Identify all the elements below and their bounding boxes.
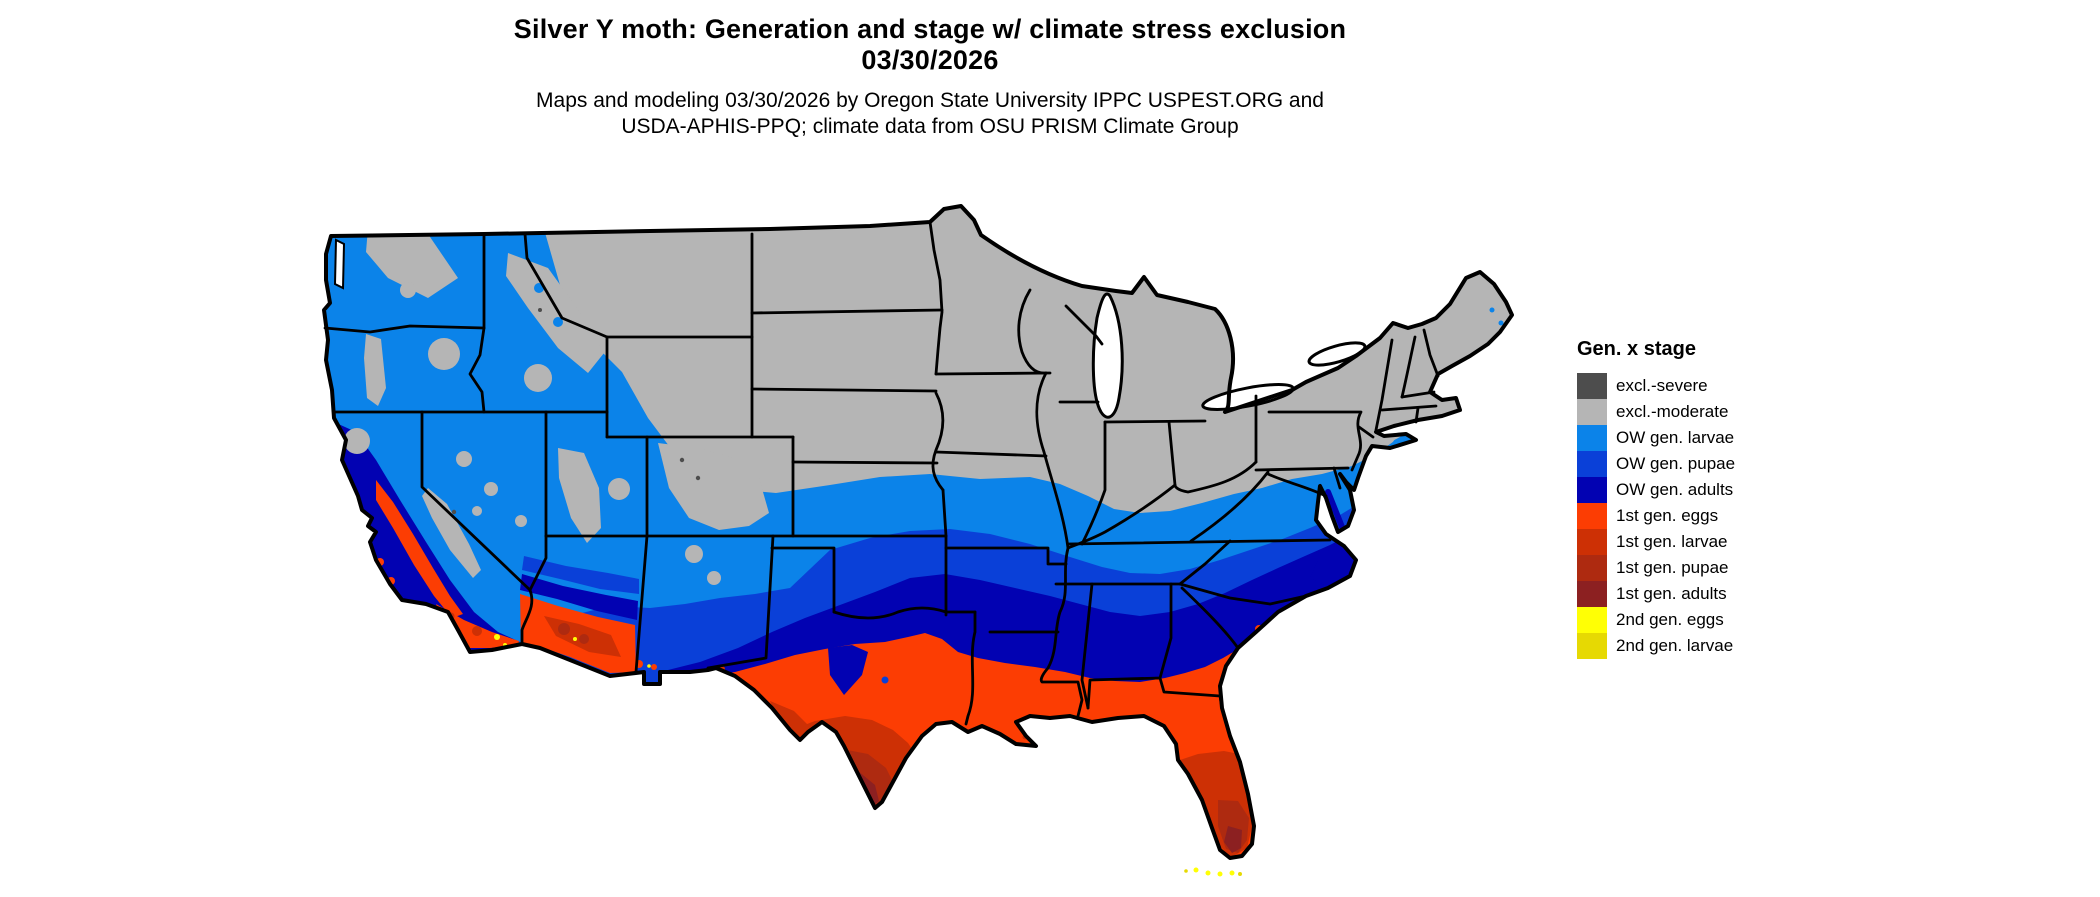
- legend-item: excl.-moderate: [1577, 399, 1877, 425]
- legend-label: excl.-moderate: [1616, 402, 1729, 421]
- legend-color-swatch: [1577, 555, 1607, 581]
- legend-label: 1st gen. eggs: [1616, 506, 1719, 525]
- region-nm-bootheel-eggs: [651, 664, 657, 670]
- legend-label: 2nd gen. eggs: [1616, 610, 1724, 629]
- header: Silver Y moth: Generation and stage w/ c…: [0, 14, 1860, 140]
- map-title-date: 03/30/2026: [861, 45, 999, 75]
- florida-keys-2nd-gen: [1184, 867, 1242, 877]
- legend-item: OW gen. adults: [1577, 477, 1877, 503]
- us-outline: [322, 204, 1514, 860]
- legend-item: 2nd gen. eggs: [1577, 607, 1877, 633]
- puget-sound: [333, 238, 346, 290]
- map-subtitle-line1: Maps and modeling 03/30/2026 by Oregon S…: [536, 89, 1324, 112]
- legend-color-swatch: [1577, 451, 1607, 477]
- legend: Gen. x stage excl.-severe excl.-moderate O…: [1577, 338, 1877, 659]
- us-map-svg: [322, 204, 1514, 877]
- region-1st-larvae-tx: [786, 716, 922, 858]
- legend-color-swatch: [1577, 477, 1607, 503]
- region-maine-coast-larvae-dot: [1489, 307, 1495, 313]
- legend-color-swatch: [1577, 633, 1607, 659]
- legend-title: Gen. x stage: [1577, 338, 1696, 360]
- region-socal-larvae-dot: [472, 626, 482, 636]
- state-borders: [323, 220, 1440, 726]
- lake-michigan: [1091, 292, 1124, 419]
- legend-item: 1st gen. larvae: [1577, 529, 1877, 555]
- region-2nd-gen-larvae-dot: [867, 809, 873, 815]
- region-imperial-2nd-eggs: [494, 634, 500, 640]
- legend-label: 1st gen. larvae: [1616, 532, 1728, 551]
- region-az-2nd-eggs-dot: [573, 637, 577, 641]
- map-title-line1: Silver Y moth: Generation and stage w/ c…: [513, 14, 1347, 44]
- legend-label: excl.-severe: [1616, 376, 1708, 395]
- legend-color-swatch: [1577, 503, 1607, 529]
- region-mountain-exclusion-patches: [344, 228, 769, 585]
- region-edwards-adults-tongue: [828, 645, 868, 695]
- legend-item: 2nd gen. larvae: [1577, 633, 1877, 659]
- region-excl-severe-dots: [451, 308, 701, 515]
- region-2nd-gen-eggs: [839, 777, 1255, 853]
- legend-color-swatch: [1577, 529, 1607, 555]
- map-subtitle: Maps and modeling 03/30/2026 by Oregon S…: [0, 88, 1860, 140]
- legend-label: 1st gen. adults: [1616, 584, 1727, 603]
- legend-label: OW gen. pupae: [1616, 454, 1736, 473]
- legend-color-swatch: [1577, 581, 1607, 607]
- legend-item: OW gen. larvae: [1577, 425, 1877, 451]
- legend-item: 1st gen. adults: [1577, 581, 1877, 607]
- legend-item: 1st gen. pupae: [1577, 555, 1877, 581]
- legend-label: OW gen. larvae: [1616, 428, 1735, 447]
- legend-color-swatch: [1577, 607, 1607, 633]
- us-map: [230, 160, 1570, 892]
- region-bigbend-larvae: [770, 701, 811, 738]
- region-az-adults: [520, 574, 638, 620]
- region-central-tx-blue-dot: [881, 676, 889, 684]
- legend-color-swatch: [1577, 425, 1607, 451]
- legend-rows: excl.-severe excl.-moderate OW gen. larvae…: [1577, 373, 1877, 659]
- lake-ontario: [1307, 341, 1367, 367]
- region-maine-coast-larvae-dot: [1498, 320, 1504, 326]
- region-az-pupae-core: [579, 634, 589, 644]
- legend-color-swatch: [1577, 399, 1607, 425]
- legend-item: 1st gen. eggs: [1577, 503, 1877, 529]
- legend-item: OW gen. pupae: [1577, 451, 1877, 477]
- legend-label: 2nd gen. larvae: [1616, 636, 1734, 655]
- region-az-pupae: [522, 556, 639, 594]
- region-ca-valley-eggs: [376, 480, 463, 618]
- region-nc-sound-adults: [1310, 550, 1352, 586]
- legend-item: excl.-severe: [1577, 373, 1877, 399]
- map-fill-layers: [324, 206, 1512, 858]
- legend-label: 1st gen. pupae: [1616, 558, 1729, 577]
- region-ca-coast-adults: [334, 422, 520, 651]
- region-nm-2nd-eggs-dot: [647, 664, 651, 668]
- region-az-pupae-core: [558, 623, 570, 635]
- map-subtitle-line2: USDA-APHIS-PPQ; climate data from OSU PR…: [621, 115, 1239, 138]
- legend-color-swatch: [1577, 373, 1607, 399]
- region-1st-adults-fl: [1224, 826, 1242, 853]
- region-mt-valley-larvae-dot: [553, 317, 563, 327]
- legend-label: OW gen. adults: [1616, 480, 1734, 499]
